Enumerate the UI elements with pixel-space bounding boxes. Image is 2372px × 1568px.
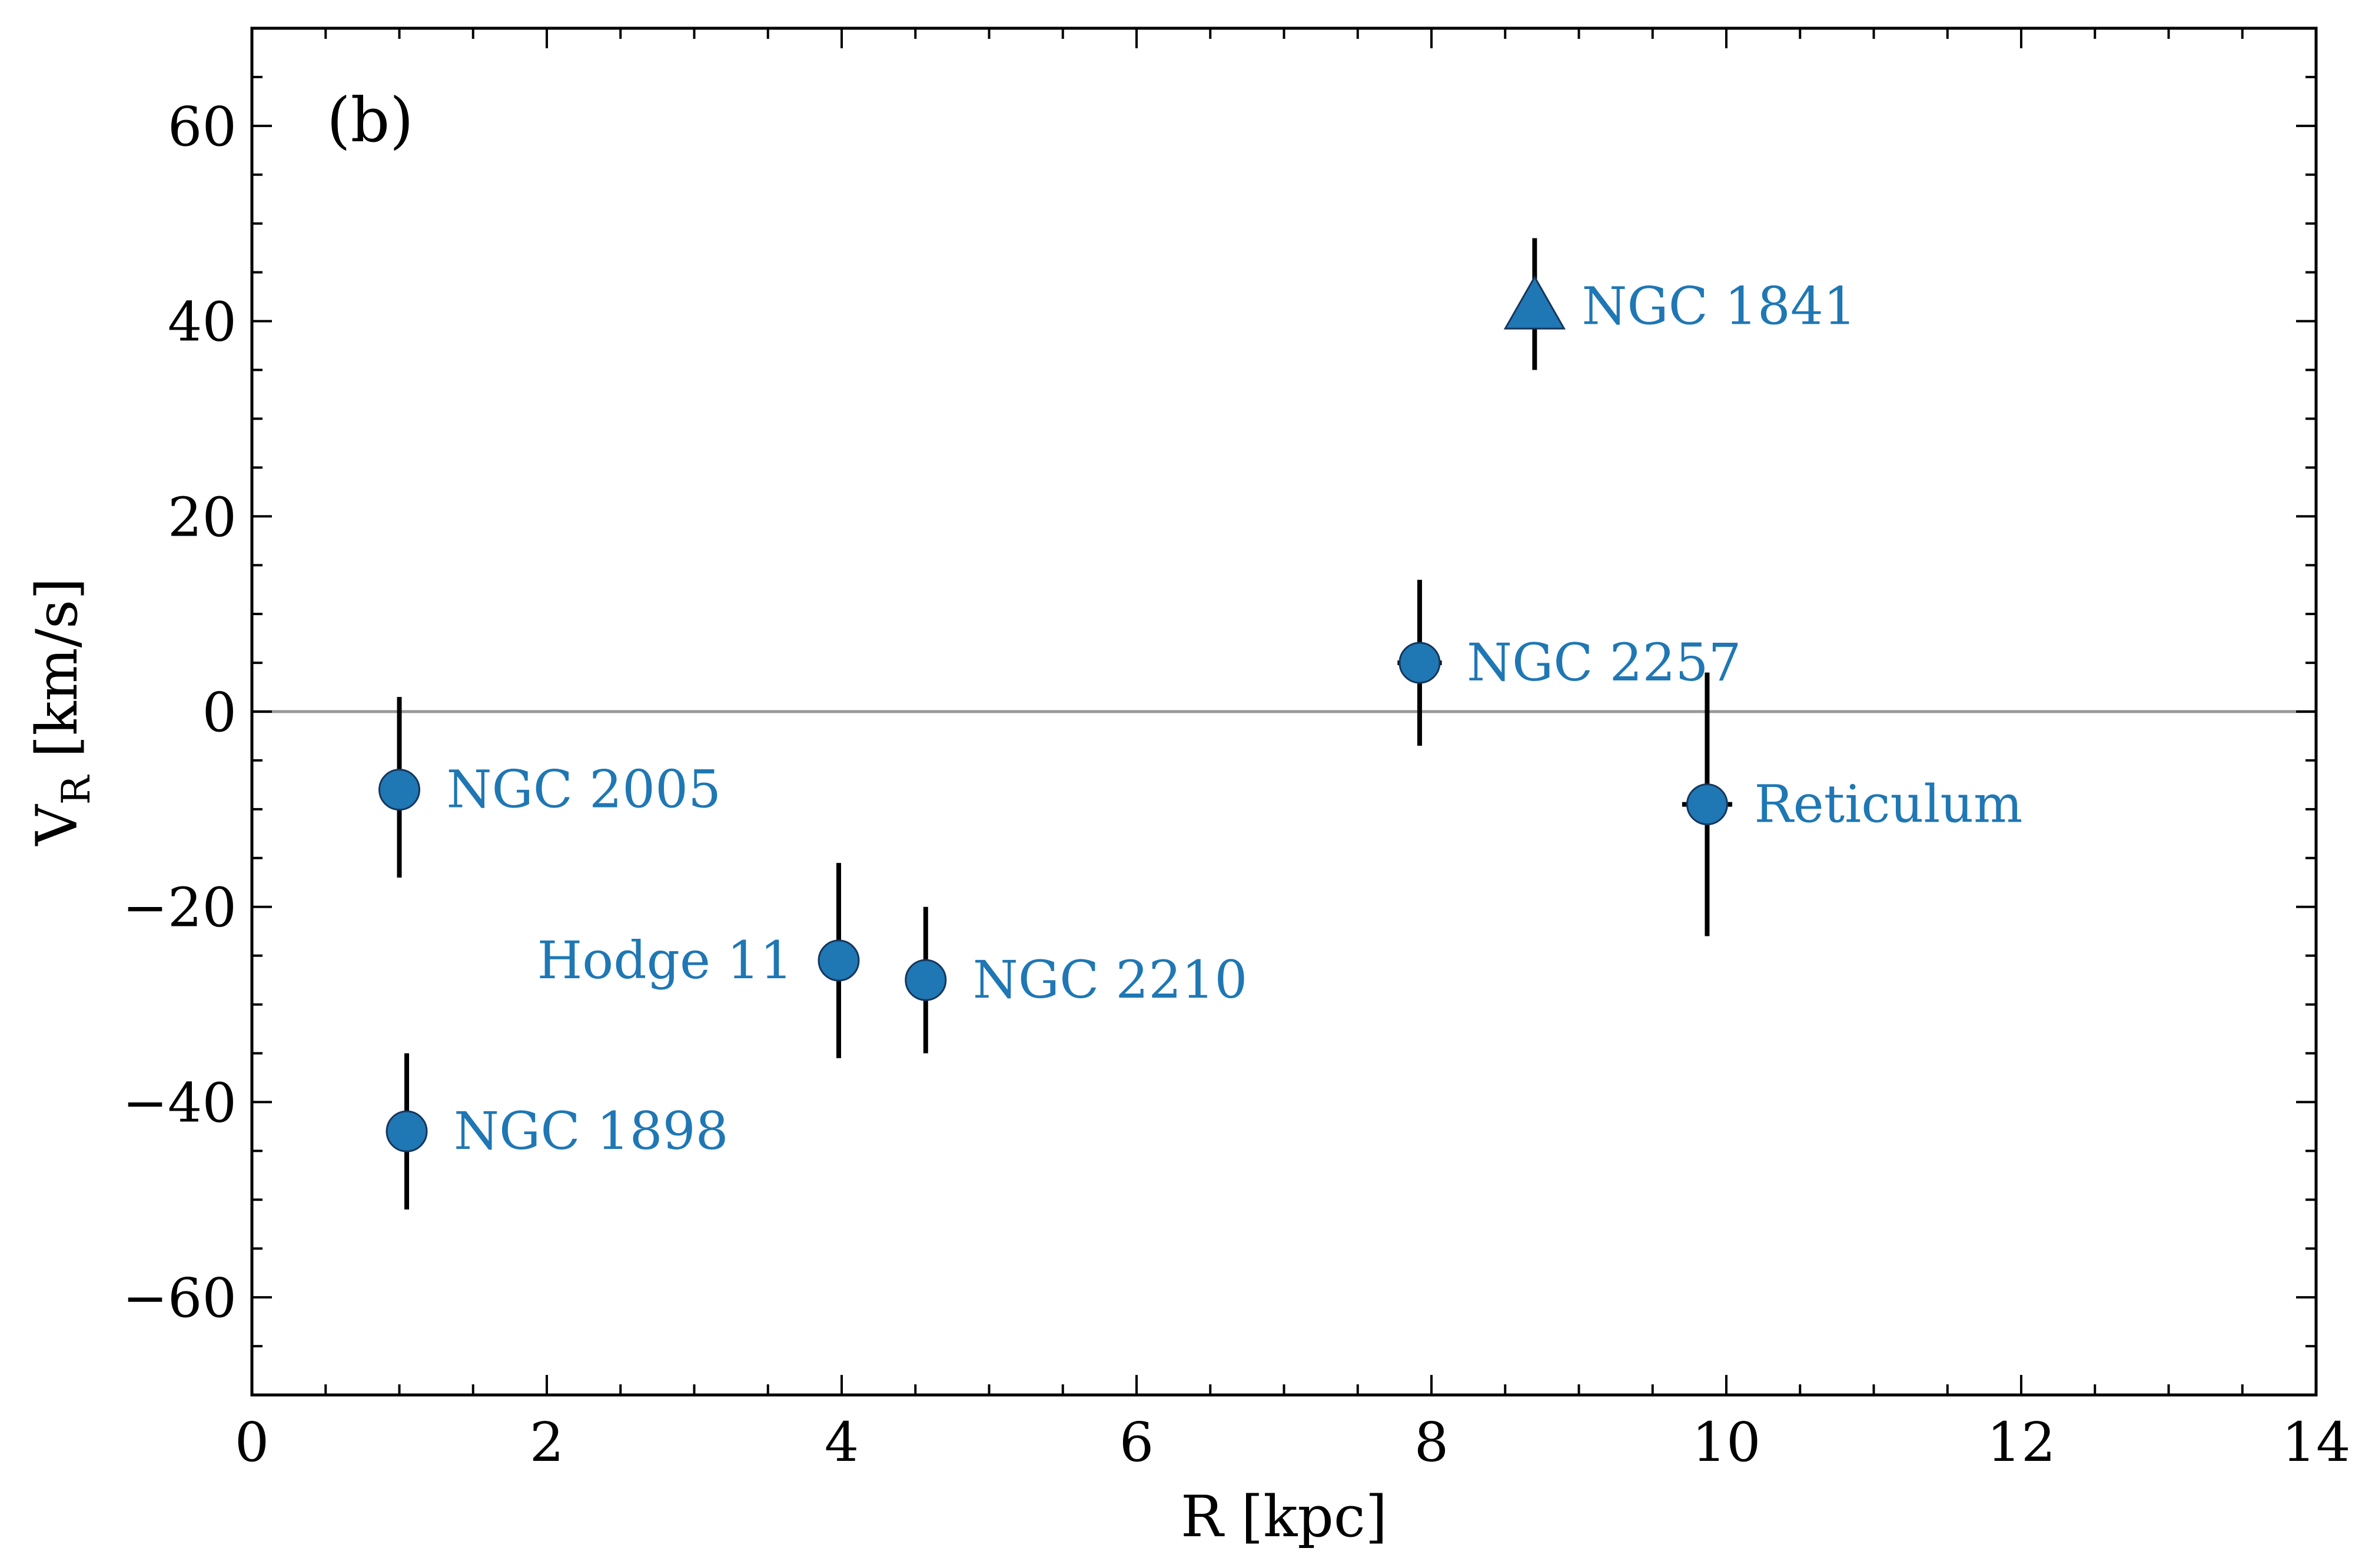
circle-marker — [386, 1110, 428, 1152]
x-tick-label: 14 — [2281, 1411, 2350, 1474]
y-axis-label-unit: [km/s] — [24, 577, 90, 775]
y-tick-label: 0 — [202, 681, 237, 744]
point-labels: NGC 2005 NGC 1898 Hodge 11 NGC 2210 NGC 2257… — [447, 276, 2023, 1161]
y-tick-label: 60 — [168, 95, 237, 158]
circle-marker — [1398, 642, 1441, 684]
point-label: NGC 2210 — [973, 949, 1248, 1010]
point-label: NGC 1841 — [1582, 276, 1856, 337]
y-tick-label: −40 — [122, 1071, 237, 1134]
error-bars — [397, 238, 1733, 1210]
y-tick-label: 40 — [168, 291, 237, 354]
x-tick-label: 10 — [1692, 1411, 1760, 1474]
y-tick-label: −60 — [122, 1267, 237, 1330]
panel-label: (b) — [327, 84, 414, 156]
point-label: NGC 2257 — [1467, 632, 1742, 693]
x-tick-label: 8 — [1414, 1411, 1449, 1474]
data-markers — [378, 275, 1728, 1152]
x-tick-label: 6 — [1119, 1411, 1154, 1474]
point-label: NGC 1898 — [454, 1101, 729, 1161]
y-tick-label: 20 — [168, 486, 237, 549]
circle-marker — [905, 959, 947, 1001]
x-tick-label: 12 — [1986, 1411, 2055, 1474]
y-axis-label-main: V — [24, 804, 90, 846]
point-label: Reticulum — [1754, 774, 2022, 835]
circle-marker — [1686, 783, 1728, 826]
x-tick-label: 2 — [530, 1411, 564, 1474]
circle-marker — [378, 769, 420, 811]
point-label: Hodge 11 — [537, 930, 793, 991]
x-tick-label: 0 — [235, 1411, 270, 1474]
triangle-marker — [1503, 275, 1566, 330]
y-axis-label: VR [km/s] — [24, 577, 99, 846]
point-label: NGC 2005 — [447, 759, 722, 820]
y-tick-label: −20 — [122, 876, 237, 939]
tick-labels: 0 2 4 6 8 10 12 14 −60 −40 −20 0 20 40 60 — [122, 95, 2351, 1474]
y-axis-label-subscript: R — [54, 774, 99, 805]
circle-marker — [818, 939, 860, 982]
x-axis-label: R [kpc] — [1181, 1484, 1387, 1550]
x-tick-label: 4 — [825, 1411, 859, 1474]
plot-frame — [250, 26, 2318, 1397]
axis-ticks — [251, 28, 2317, 1395]
